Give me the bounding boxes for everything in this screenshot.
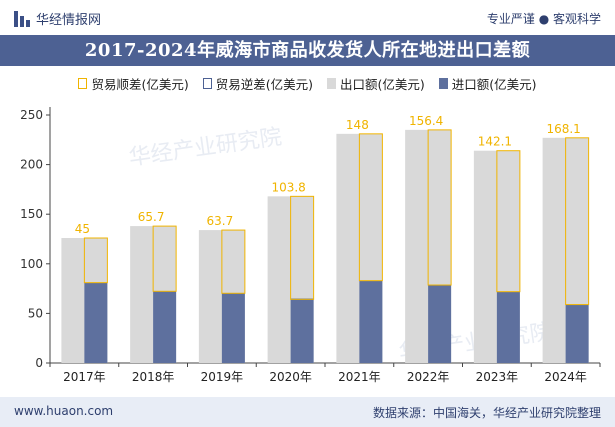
footer-website[interactable]: www.huaon.com [14, 404, 114, 418]
data-label-surplus: 103.8 [271, 180, 305, 194]
chart-legend: 贸易顺差(亿美元) 贸易逆差(亿美元) 出口额(亿美元) 进口额(亿美元) [0, 72, 615, 94]
legend-item-export: 出口额(亿美元) [327, 72, 425, 94]
bar-chart: 华经产业研究院华经产业研究院050100150200250452017年65.7… [20, 107, 601, 384]
chart-title: 2017-2024年威海市商品收发货人所在地进出口差额 [84, 40, 531, 61]
x-tick-label: 2018年 [132, 370, 175, 384]
bar-surplus [152, 225, 177, 292]
x-tick-label: 2020年 [269, 370, 312, 384]
data-label-surplus: 45 [75, 222, 90, 236]
data-label-surplus: 63.7 [207, 214, 234, 228]
y-tick-label: 0 [35, 356, 43, 370]
data-label-surplus: 168.1 [546, 122, 580, 136]
legend-swatch-import [438, 77, 448, 89]
legend-label-export: 出口额(亿美元) [340, 76, 425, 92]
tagline: 专业严谨 ● 客观科学 [486, 12, 601, 26]
legend-item-deficit: 贸易逆差(亿美元) [202, 72, 313, 94]
legend-swatch-surplus [78, 77, 88, 89]
legend-swatch-export [327, 77, 336, 89]
bar-surplus [496, 150, 521, 293]
legend-label-import: 进口额(亿美元) [451, 76, 537, 92]
y-tick-label: 50 [28, 306, 43, 320]
bar-surplus [83, 237, 108, 284]
bar-surplus [358, 133, 383, 282]
legend-label-deficit: 贸易逆差(亿美元) [215, 76, 313, 92]
legend-label-surplus: 贸易顺差(亿美元) [91, 76, 189, 92]
data-label-surplus: 148 [346, 118, 369, 132]
bar-surplus [221, 229, 246, 294]
footer: www.huaon.com 数据来源：中国海关，华经产业研究院整理 [0, 397, 615, 427]
bar-import [428, 284, 452, 363]
bar-surplus [565, 137, 590, 306]
footer-source: 数据来源：中国海关，华经产业研究院整理 [372, 406, 601, 420]
legend-item-surplus: 贸易顺差(亿美元) [78, 72, 189, 94]
bar-surplus [427, 129, 452, 286]
legend-swatch-deficit [202, 77, 212, 89]
bar-import [84, 282, 108, 363]
x-tick-label: 2024年 [544, 370, 587, 384]
data-label-surplus: 65.7 [138, 210, 165, 224]
x-tick-label: 2019年 [201, 370, 244, 384]
y-tick-label: 250 [20, 108, 43, 122]
y-tick-label: 100 [20, 257, 43, 271]
legend-item-import: 进口额(亿美元) [438, 72, 537, 94]
bar-import [153, 291, 177, 363]
site-logo[interactable]: 华经情报网 [14, 9, 101, 28]
x-tick-label: 2023年 [476, 370, 519, 384]
y-tick-label: 200 [20, 158, 43, 172]
bar-import [496, 291, 520, 363]
top-bar: 华经情报网 专业严谨 ● 客观科学 [0, 0, 615, 34]
logo-bars-icon [14, 10, 30, 27]
bar-surplus [290, 195, 315, 300]
x-tick-label: 2021年 [338, 370, 381, 384]
data-label-surplus: 156.4 [409, 114, 443, 128]
y-tick-label: 150 [20, 207, 43, 221]
watermark-text: 华经产业研究院 [127, 125, 283, 171]
data-label-surplus: 142.1 [478, 135, 512, 149]
logo-text: 华经情报网 [36, 13, 102, 28]
x-tick-label: 2022年 [407, 370, 450, 384]
bar-import [221, 293, 245, 363]
bar-import [359, 280, 383, 363]
x-tick-label: 2017年 [63, 370, 106, 384]
bar-import [565, 304, 589, 363]
title-band: 2017-2024年威海市商品收发货人所在地进出口差额 [0, 35, 615, 66]
bar-import [290, 298, 314, 363]
